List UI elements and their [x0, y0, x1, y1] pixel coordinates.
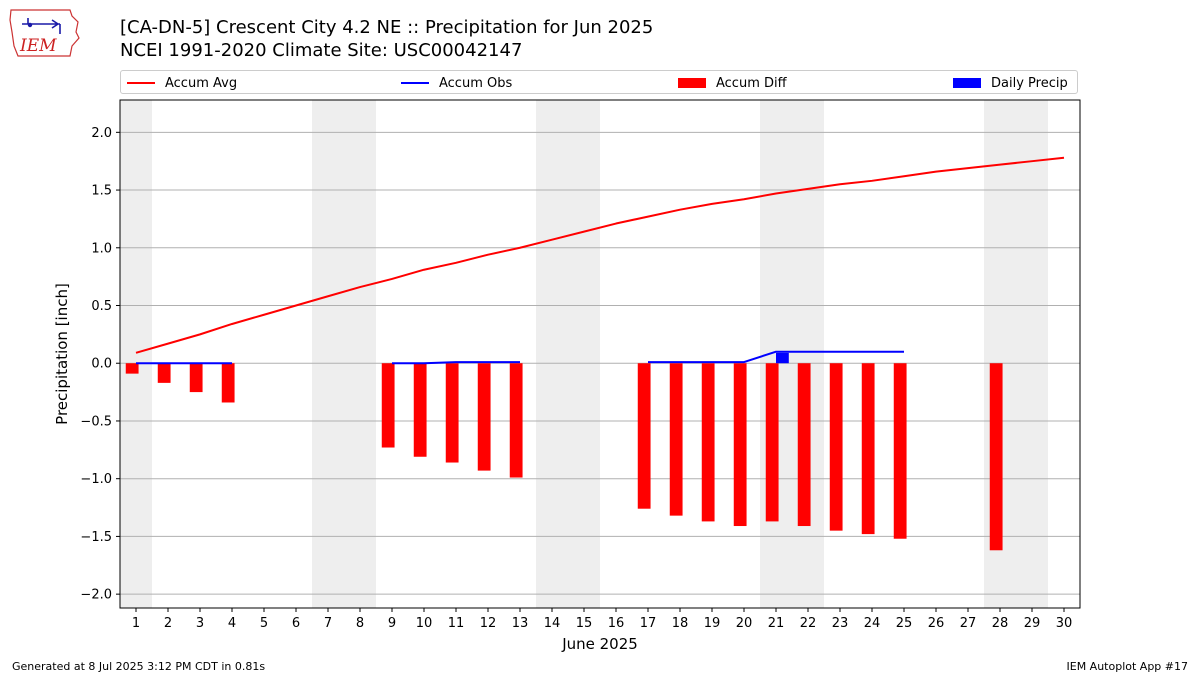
- accum-diff-bar: [413, 363, 427, 457]
- legend-item-accum-diff: Accum Diff: [678, 71, 787, 95]
- legend-swatch-accum-diff: [678, 78, 706, 88]
- weekend-band: [312, 100, 376, 608]
- legend-label-accum-diff: Accum Diff: [716, 75, 787, 91]
- x-tick-label: 21: [768, 616, 785, 631]
- weekend-band: [120, 100, 152, 608]
- plot-frame: [119, 99, 1081, 609]
- x-tick-label: 8: [356, 616, 364, 631]
- x-tick-label: 5: [260, 616, 268, 631]
- accum-diff-bars: [125, 352, 1003, 551]
- accum-diff-bar: [669, 363, 683, 516]
- legend-item-accum-avg: Accum Avg: [127, 71, 237, 95]
- iem-logo: IEM: [9, 9, 80, 57]
- grid-lines: [120, 131, 1080, 595]
- accum-diff-bar: [765, 363, 779, 522]
- x-tick-label: 12: [480, 616, 497, 631]
- x-tick-label: 6: [292, 616, 300, 631]
- y-tick-label: −1.0: [80, 472, 112, 487]
- x-tick-label: 2: [164, 616, 172, 631]
- accum-diff-bar: [221, 363, 235, 403]
- x-tick-label: 1: [132, 616, 140, 631]
- y-axis-label: Precipitation [inch]: [53, 283, 71, 425]
- weekend-band: [984, 100, 1048, 608]
- x-tick-label: 27: [960, 616, 977, 631]
- accum-diff-bar: [797, 363, 811, 527]
- accum-diff-bar: [637, 363, 651, 509]
- x-tick-label: 11: [448, 616, 465, 631]
- vane-dot-icon: [27, 22, 33, 28]
- accum-diff-bar: [125, 363, 139, 374]
- x-tick-label: 4: [228, 616, 236, 631]
- accum-diff-bar: [829, 363, 843, 531]
- weather-vane-icon: [22, 18, 61, 34]
- accum-diff-bar: [157, 363, 171, 383]
- legend-label-daily-precip: Daily Precip: [991, 75, 1068, 91]
- weekend-band: [760, 100, 824, 608]
- x-axis-ticks: 1 2 3 4 5 6 7 8 9 10 11 12 13 14 15 16 17 18 19 20 21 22 23 24 2…: [132, 608, 1072, 631]
- accum-diff-bar: [861, 363, 875, 535]
- x-tick-label: 29: [1024, 616, 1041, 631]
- y-tick-label: 1.0: [91, 241, 112, 256]
- y-tick-label: 0.0: [91, 357, 112, 372]
- accum-obs-line: [648, 350, 904, 364]
- x-tick-label: 26: [928, 616, 945, 631]
- legend-label-accum-obs: Accum Obs: [439, 75, 513, 91]
- legend-item-daily-precip: Daily Precip: [953, 71, 1068, 95]
- footer-app-text: IEM Autoplot App #17: [1066, 660, 1189, 673]
- accum-diff-bar: [509, 363, 523, 478]
- series-lines: [135, 156, 1065, 365]
- legend-label-accum-avg: Accum Avg: [165, 75, 238, 91]
- accum-diff-bar: [445, 363, 459, 463]
- x-tick-label: 24: [864, 616, 881, 631]
- x-tick-label: 10: [416, 616, 433, 631]
- y-tick-label: 0.5: [91, 299, 112, 314]
- accum-obs-line: [392, 361, 520, 365]
- x-tick-label: 19: [704, 616, 721, 631]
- chart-subtitle: NCEI 1991-2020 Climate Site: USC00042147: [120, 40, 523, 61]
- legend-swatch-accum-avg: [127, 82, 155, 84]
- x-tick-label: 3: [196, 616, 204, 631]
- accum-diff-bar: [477, 363, 491, 471]
- x-axis-label: June 2025: [561, 635, 638, 653]
- daily-precip-bar: [776, 352, 789, 364]
- x-tick-label: 14: [544, 616, 561, 631]
- weekend-band: [536, 100, 600, 608]
- accum-diff-bar: [381, 363, 395, 448]
- x-tick-label: 18: [672, 616, 689, 631]
- accum-diff-bar: [701, 363, 715, 522]
- x-tick-label: 23: [832, 616, 849, 631]
- footer-generated-text: Generated at 8 Jul 2025 3:12 PM CDT in 0…: [12, 660, 266, 673]
- accum-diff-bar: [989, 363, 1003, 551]
- iowa-state-outline-icon: [9, 9, 80, 57]
- y-axis-ticks: 2.0 1.5 1.0 0.5 0.0 −0.5 −1.0 −1.5 −2.0: [80, 126, 120, 603]
- x-tick-label: 16: [608, 616, 625, 631]
- x-tick-label: 20: [736, 616, 753, 631]
- x-tick-label: 9: [388, 616, 396, 631]
- logo-text: IEM: [19, 36, 57, 56]
- accum-diff-bar: [893, 363, 907, 539]
- x-tick-label: 25: [896, 616, 913, 631]
- accum-avg-line: [135, 156, 1065, 354]
- legend-swatch-accum-obs: [401, 82, 429, 84]
- accum-diff-bar: [189, 363, 203, 393]
- x-tick-label: 28: [992, 616, 1009, 631]
- y-tick-label: −0.5: [80, 414, 112, 429]
- y-tick-label: −2.0: [80, 588, 112, 603]
- accum-diff-bar: [733, 363, 747, 527]
- y-tick-label: −1.5: [80, 530, 112, 545]
- legend-item-accum-obs: Accum Obs: [401, 71, 512, 95]
- x-tick-label: 17: [640, 616, 657, 631]
- x-tick-label: 30: [1056, 616, 1073, 631]
- weekend-bands: [120, 100, 1048, 608]
- legend-swatch-daily-precip: [953, 78, 981, 88]
- chart-title: [CA-DN-5] Crescent City 4.2 NE :: Precip…: [120, 17, 654, 38]
- y-tick-label: 1.5: [91, 184, 112, 199]
- x-tick-label: 13: [512, 616, 529, 631]
- legend: Accum Avg Accum Obs Accum Diff Daily Pre…: [120, 70, 1078, 94]
- x-tick-label: 22: [800, 616, 817, 631]
- x-tick-label: 15: [576, 616, 593, 631]
- x-tick-label: 7: [324, 616, 332, 631]
- y-tick-label: 2.0: [91, 126, 112, 141]
